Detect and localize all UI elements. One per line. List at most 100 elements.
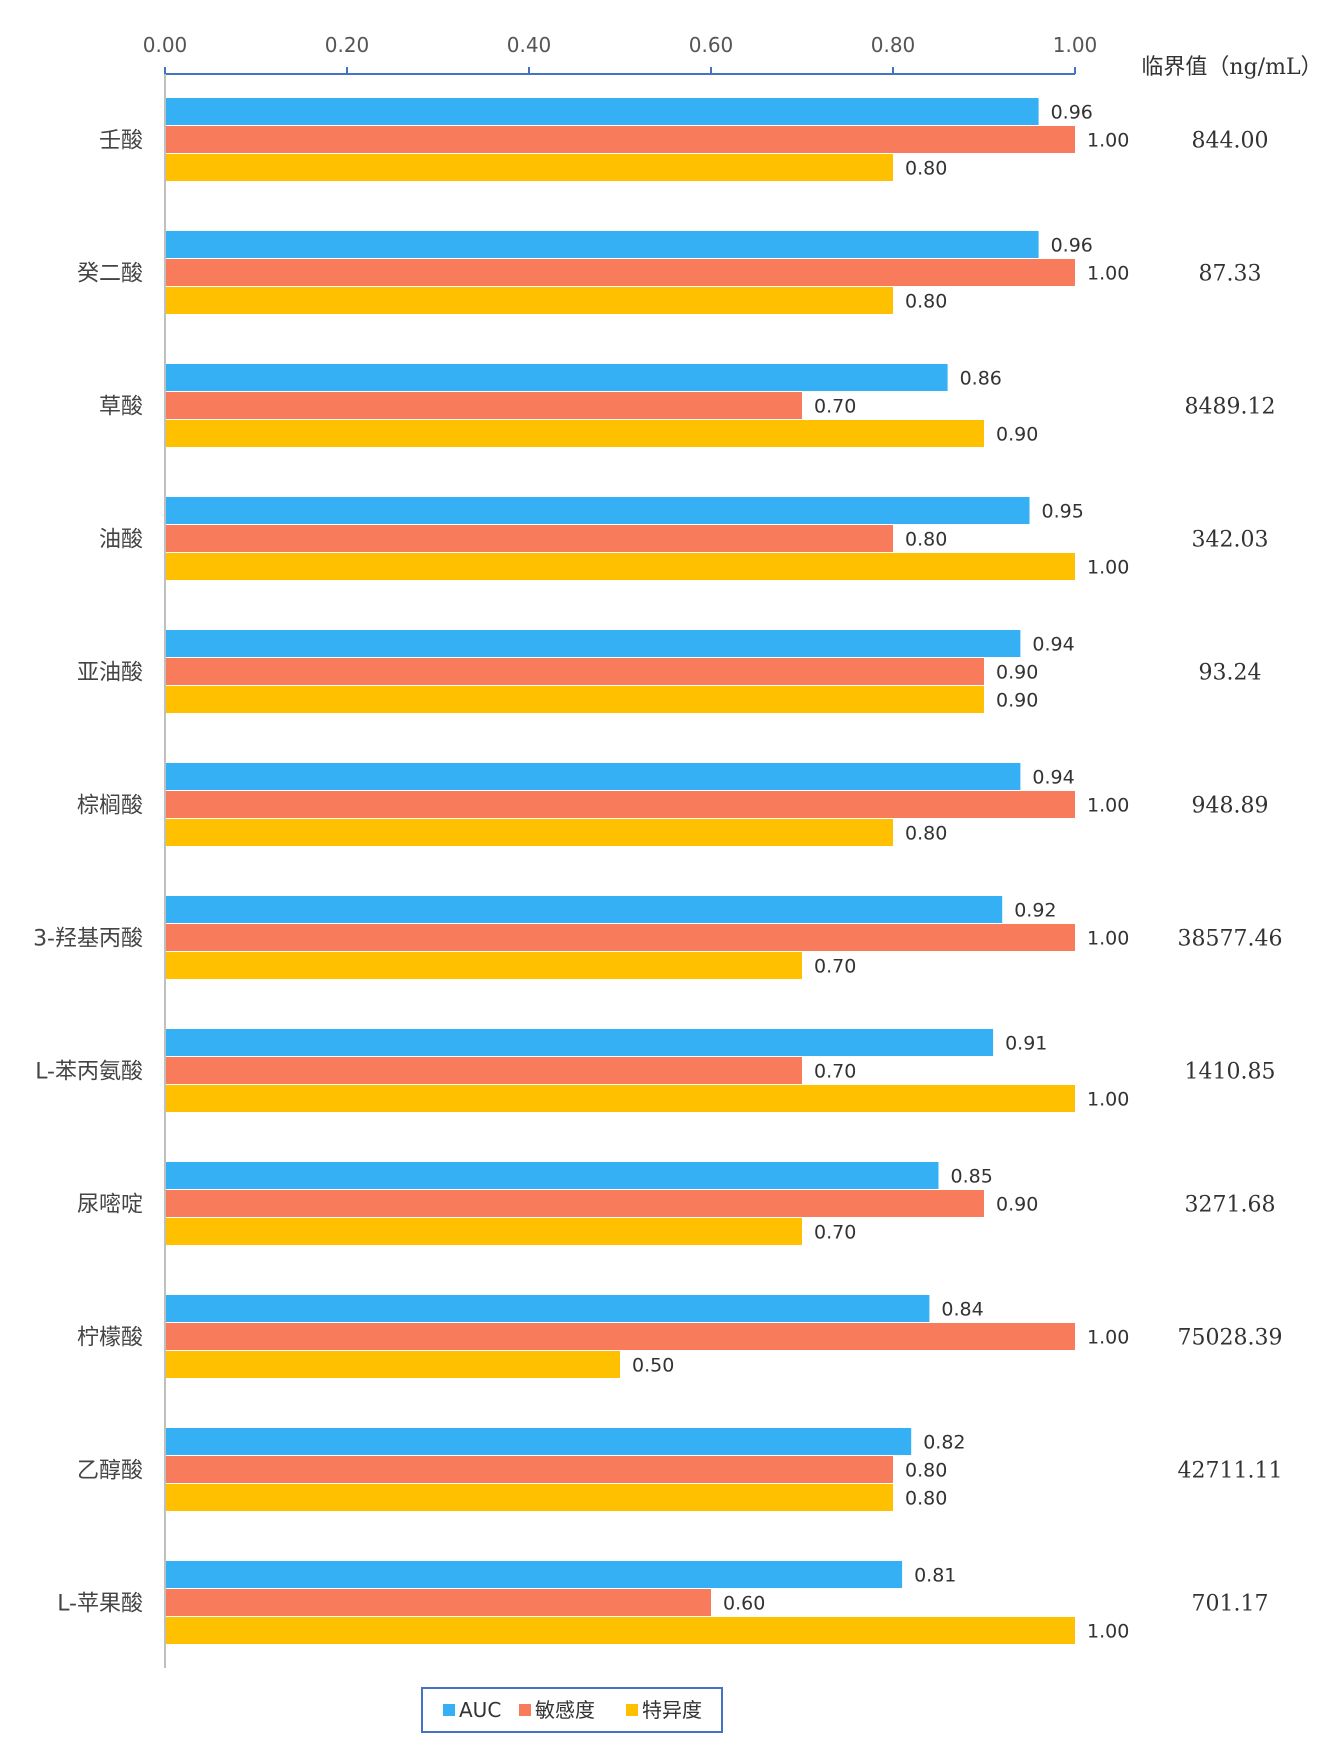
legend-swatch-敏感度 xyxy=(519,1704,531,1716)
threshold-value: 342.03 xyxy=(1192,528,1269,553)
threshold-value: 75028.39 xyxy=(1178,1326,1283,1351)
threshold-title: 临界值（ng/mL） xyxy=(1141,55,1322,80)
threshold-value: 844.00 xyxy=(1192,129,1269,154)
bar-特异度 xyxy=(166,287,893,314)
data-label: 0.70 xyxy=(814,1061,856,1083)
bar-AUC xyxy=(166,896,1003,923)
bars-layer: 0.96 1.00 0.80 0.96 1.00 0.80 0.86 0.70 0.90 0.95… xyxy=(166,98,1129,1644)
bar-敏感度 xyxy=(166,1456,893,1483)
legend: AUC 敏感度 特异度 xyxy=(421,1687,723,1733)
data-label: 1.00 xyxy=(1087,1327,1129,1349)
legend-box xyxy=(421,1687,723,1733)
category-label: 棕榈酸 xyxy=(77,794,143,819)
bar-AUC xyxy=(166,497,1030,524)
category-label: 尿嘧啶 xyxy=(77,1193,143,1218)
category-label: 柠檬酸 xyxy=(77,1326,143,1351)
data-label: 0.96 xyxy=(1051,102,1093,124)
bar-特异度 xyxy=(166,420,984,447)
data-label: 0.96 xyxy=(1051,235,1093,257)
data-label: 0.80 xyxy=(905,1460,947,1482)
data-label: 0.94 xyxy=(1032,634,1074,656)
threshold-value: 87.33 xyxy=(1199,262,1262,287)
x-tick-label: 1.00 xyxy=(1053,33,1098,57)
bar-特异度 xyxy=(166,154,893,181)
category-label: 3-羟基丙酸 xyxy=(33,927,143,952)
bar-AUC xyxy=(166,630,1021,657)
bar-敏感度 xyxy=(166,1057,802,1084)
threshold-value: 948.89 xyxy=(1192,794,1269,819)
bar-敏感度 xyxy=(166,791,1075,818)
bar-敏感度 xyxy=(166,525,893,552)
legend-label: 特异度 xyxy=(642,1698,702,1722)
data-label: 1.00 xyxy=(1087,1089,1129,1111)
threshold-value: 38577.46 xyxy=(1178,927,1283,952)
data-label: 0.90 xyxy=(996,1194,1038,1216)
bar-AUC xyxy=(166,1029,994,1056)
bar-敏感度 xyxy=(166,658,984,685)
bar-特异度 xyxy=(166,553,1075,580)
data-label: 0.82 xyxy=(923,1432,965,1454)
bar-特异度 xyxy=(166,1617,1075,1644)
data-label: 0.70 xyxy=(814,956,856,978)
bar-AUC xyxy=(166,1428,912,1455)
data-label: 0.60 xyxy=(723,1593,765,1615)
data-label: 0.80 xyxy=(905,1488,947,1510)
category-label: L-苯丙氨酸 xyxy=(35,1060,143,1085)
bar-敏感度 xyxy=(166,1323,1075,1350)
bar-敏感度 xyxy=(166,1190,984,1217)
category-label: 草酸 xyxy=(99,395,143,420)
x-tick-label: 0.20 xyxy=(325,33,370,57)
data-label: 1.00 xyxy=(1087,795,1129,817)
bar-敏感度 xyxy=(166,126,1075,153)
threshold-value: 93.24 xyxy=(1199,661,1262,686)
x-tick-label: 0.00 xyxy=(143,33,188,57)
bar-AUC xyxy=(166,231,1039,258)
category-label: 亚油酸 xyxy=(77,661,143,686)
data-label: 0.80 xyxy=(905,823,947,845)
bar-特异度 xyxy=(166,1484,893,1511)
bar-特异度 xyxy=(166,1351,620,1378)
bar-敏感度 xyxy=(166,259,1075,286)
legend-label: 敏感度 xyxy=(535,1698,595,1722)
data-label: 0.81 xyxy=(914,1565,956,1587)
x-tick-label: 0.40 xyxy=(507,33,552,57)
bar-AUC xyxy=(166,364,948,391)
threshold-value: 1410.85 xyxy=(1185,1060,1276,1085)
data-label: 0.70 xyxy=(814,1222,856,1244)
data-label: 0.80 xyxy=(905,158,947,180)
data-label: 0.70 xyxy=(814,396,856,418)
threshold-value: 3271.68 xyxy=(1185,1193,1276,1218)
bar-特异度 xyxy=(166,686,984,713)
bar-特异度 xyxy=(166,819,893,846)
x-tick-label: 0.60 xyxy=(689,33,734,57)
legend-swatch-AUC xyxy=(443,1704,455,1716)
data-label: 0.84 xyxy=(941,1299,983,1321)
threshold-value: 42711.11 xyxy=(1178,1459,1283,1484)
legend-label: AUC xyxy=(459,1698,501,1722)
x-tick-label: 0.80 xyxy=(871,33,916,57)
data-label: 1.00 xyxy=(1087,263,1129,285)
bar-特异度 xyxy=(166,1085,1075,1112)
category-label: L-苹果酸 xyxy=(57,1592,143,1617)
bar-AUC xyxy=(166,1561,903,1588)
bar-敏感度 xyxy=(166,1589,711,1616)
category-label: 乙醇酸 xyxy=(77,1459,143,1484)
category-label: 油酸 xyxy=(99,528,143,553)
bar-AUC xyxy=(166,1162,939,1189)
bar-特异度 xyxy=(166,1218,802,1245)
legend-swatch-特异度 xyxy=(626,1704,638,1716)
data-label: 0.86 xyxy=(960,368,1002,390)
category-label: 壬酸 xyxy=(99,129,143,154)
threshold-value: 701.17 xyxy=(1192,1592,1269,1617)
data-label: 1.00 xyxy=(1087,1621,1129,1643)
data-label: 0.90 xyxy=(996,690,1038,712)
data-label: 0.94 xyxy=(1032,767,1074,789)
bar-AUC xyxy=(166,763,1021,790)
data-label: 0.50 xyxy=(632,1355,674,1377)
data-label: 0.90 xyxy=(996,424,1038,446)
bar-AUC xyxy=(166,98,1039,125)
data-label: 0.92 xyxy=(1014,900,1056,922)
data-label: 1.00 xyxy=(1087,557,1129,579)
data-label: 1.00 xyxy=(1087,130,1129,152)
